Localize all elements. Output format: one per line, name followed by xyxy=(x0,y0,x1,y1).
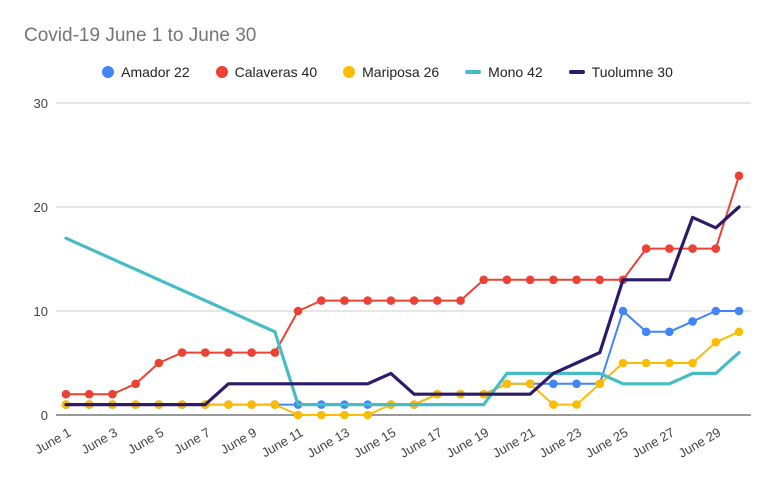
x-tick-label: June 1 xyxy=(32,425,73,458)
series-line-mono-42 xyxy=(64,236,741,407)
data-point-calaveras-40 xyxy=(61,389,71,399)
x-tick-label: June 23 xyxy=(536,425,584,461)
data-point-calaveras-40 xyxy=(108,389,117,399)
x-tick-label: June 3 xyxy=(79,425,120,458)
data-point-mariposa-26 xyxy=(711,337,721,347)
data-point-calaveras-40 xyxy=(433,296,442,305)
legend-swatch-mono xyxy=(465,70,482,74)
y-tick-label: 20 xyxy=(34,200,48,215)
data-point-amador-22 xyxy=(665,327,674,337)
legend-item-calaveras[interactable]: Calaveras 40 xyxy=(215,62,318,82)
data-point-calaveras-40 xyxy=(641,244,651,253)
data-point-mariposa-26 xyxy=(247,400,256,409)
data-point-calaveras-40 xyxy=(502,275,512,285)
data-point-calaveras-40 xyxy=(177,348,187,357)
data-point-calaveras-40 xyxy=(154,358,164,368)
data-point-mariposa-26 xyxy=(316,410,326,420)
x-tick-label: June 7 xyxy=(171,425,212,458)
data-point-amador-22 xyxy=(734,306,744,316)
x-tick-label: June 27 xyxy=(629,425,677,461)
legend-swatch-tuolumne xyxy=(568,70,585,74)
data-point-amador-22 xyxy=(618,306,628,316)
x-tick-label: June 9 xyxy=(218,425,259,458)
data-point-calaveras-40 xyxy=(595,275,605,285)
data-point-mariposa-26 xyxy=(734,327,744,337)
data-point-amador-22 xyxy=(572,379,581,389)
data-point-calaveras-40 xyxy=(224,348,233,357)
data-point-calaveras-40 xyxy=(665,244,674,253)
data-point-mariposa-26 xyxy=(525,379,535,389)
data-point-calaveras-40 xyxy=(316,296,326,305)
x-tick-label: June 17 xyxy=(397,425,445,461)
data-point-calaveras-40 xyxy=(386,296,396,305)
x-tick-label: June 5 xyxy=(125,425,166,458)
x-tick-label: June 19 xyxy=(444,425,492,461)
data-point-amador-22 xyxy=(549,379,558,389)
chart-title: Covid-19 June 1 to June 30 xyxy=(24,25,257,46)
x-tick-label: June 29 xyxy=(676,425,724,461)
data-point-calaveras-40 xyxy=(363,296,372,305)
legend-label-amador: Amador 22 xyxy=(121,64,190,80)
data-point-calaveras-40 xyxy=(688,244,697,253)
data-point-calaveras-40 xyxy=(84,389,94,399)
data-point-calaveras-40 xyxy=(409,296,419,305)
x-tick-label: June 15 xyxy=(351,425,399,461)
series-line-amador-22 xyxy=(65,310,740,406)
y-tick-label: 0 xyxy=(41,408,48,423)
data-point-calaveras-40 xyxy=(711,244,721,253)
data-point-calaveras-40 xyxy=(247,348,256,357)
data-point-amador-22 xyxy=(711,306,721,316)
data-point-mariposa-26 xyxy=(270,400,280,409)
data-point-calaveras-40 xyxy=(270,348,280,357)
data-point-calaveras-40 xyxy=(131,379,140,389)
series-line-mariposa-26 xyxy=(65,330,740,416)
data-point-calaveras-40 xyxy=(340,296,349,305)
legend-swatch-calaveras xyxy=(215,66,228,78)
data-point-mariposa-26 xyxy=(641,358,651,368)
legend-item-tuolumne[interactable]: Tuolumne 30 xyxy=(568,62,673,82)
x-tick-label: June 13 xyxy=(304,425,352,461)
data-point-mariposa-26 xyxy=(549,400,558,409)
data-point-mariposa-26 xyxy=(340,410,349,420)
data-point-calaveras-40 xyxy=(572,275,581,285)
data-point-calaveras-40 xyxy=(200,348,210,357)
legend-item-amador[interactable]: Amador 22 xyxy=(102,62,190,82)
legend-item-mariposa[interactable]: Mariposa 26 xyxy=(343,62,439,82)
data-point-mariposa-26 xyxy=(363,410,372,420)
data-point-mariposa-26 xyxy=(618,358,628,368)
data-point-mariposa-26 xyxy=(224,400,233,409)
y-tick-label: 30 xyxy=(34,96,48,111)
data-point-mariposa-26 xyxy=(665,358,674,368)
data-point-mariposa-26 xyxy=(688,358,697,368)
x-tick-label: June 25 xyxy=(583,425,631,461)
legend-label-mariposa: Mariposa 26 xyxy=(362,64,440,80)
legend-label-calaveras: Calaveras 40 xyxy=(234,64,318,80)
legend-swatch-amador xyxy=(102,66,115,78)
data-point-mariposa-26 xyxy=(293,410,303,420)
data-point-amador-22 xyxy=(688,317,697,326)
data-point-mariposa-26 xyxy=(502,379,512,389)
data-point-mariposa-26 xyxy=(595,379,605,389)
legend-label-mono: Mono 42 xyxy=(488,64,543,80)
data-point-calaveras-40 xyxy=(479,275,489,285)
data-point-calaveras-40 xyxy=(525,275,535,285)
data-point-calaveras-40 xyxy=(293,306,303,316)
legend-label-tuolumne: Tuolumne 30 xyxy=(591,64,673,80)
y-tick-label: 10 xyxy=(34,304,48,319)
data-point-calaveras-40 xyxy=(456,296,465,305)
legend: Amador 22 Calaveras 40 Mariposa 26 Mono … xyxy=(0,62,775,82)
data-point-mariposa-26 xyxy=(572,400,581,409)
data-point-calaveras-40 xyxy=(549,275,558,285)
legend-swatch-mariposa xyxy=(343,66,356,78)
series-line-tuolumne-30 xyxy=(64,205,741,407)
data-point-amador-22 xyxy=(641,327,651,337)
legend-item-mono[interactable]: Mono 42 xyxy=(465,62,543,82)
data-point-calaveras-40 xyxy=(734,171,744,181)
x-tick-label: June 11 xyxy=(259,425,306,461)
x-tick-label: June 21 xyxy=(490,425,538,461)
